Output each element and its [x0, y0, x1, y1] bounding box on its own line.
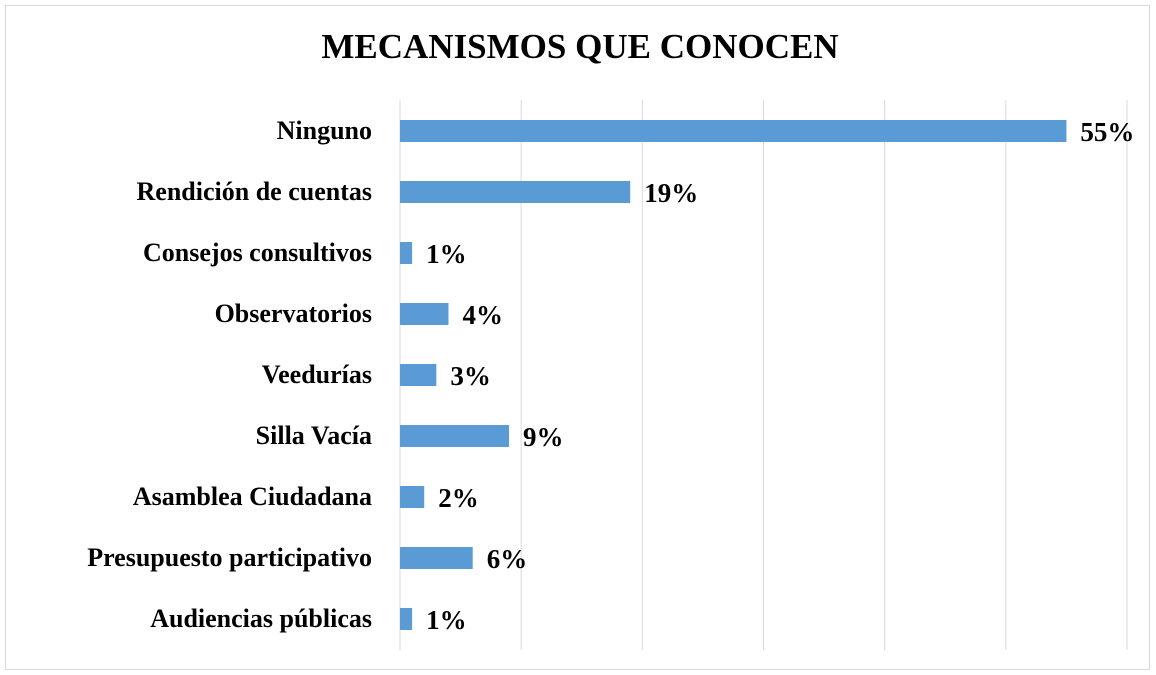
data-label: 55%	[1080, 117, 1134, 147]
data-label: 3%	[450, 361, 491, 391]
data-label: 6%	[487, 544, 528, 574]
y-tick-label: Consejos consultivos	[143, 238, 372, 267]
y-tick-label: Silla Vacía	[256, 421, 372, 450]
data-label: 9%	[523, 422, 564, 452]
bar	[400, 425, 510, 447]
y-tick-label: Presupuesto participativo	[87, 543, 372, 572]
data-label: 19%	[644, 178, 698, 208]
chart-title: MECANISMOS QUE CONOCEN	[321, 27, 838, 66]
y-tick-label: Audiencias públicas	[150, 604, 372, 633]
bar	[400, 364, 437, 386]
bar	[400, 486, 425, 508]
bar	[400, 303, 449, 325]
bar	[400, 120, 1067, 142]
bar	[400, 242, 413, 264]
y-tick-label: Veedurías	[262, 360, 372, 389]
data-label: 2%	[438, 483, 479, 513]
y-tick-label: Observatorios	[215, 299, 372, 328]
data-label: 1%	[426, 239, 467, 269]
chart-border	[5, 5, 1150, 670]
y-tick-label: Ninguno	[277, 116, 372, 145]
y-tick-label: Rendición de cuentas	[137, 177, 372, 206]
bar	[400, 547, 473, 569]
y-tick-label: Asamblea Ciudadana	[133, 482, 372, 511]
bar	[400, 181, 631, 203]
data-label: 4%	[462, 300, 503, 330]
bar	[400, 608, 413, 630]
data-label: 1%	[426, 605, 467, 635]
